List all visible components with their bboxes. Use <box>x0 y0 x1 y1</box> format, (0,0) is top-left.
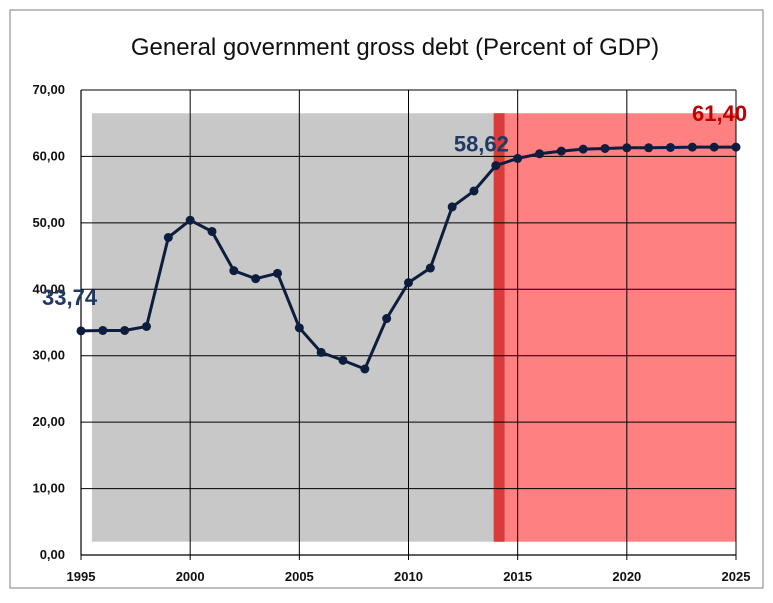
data-point <box>98 325 108 335</box>
data-point <box>556 146 566 156</box>
data-point <box>687 142 697 152</box>
y-tick-label: 0,00 <box>40 547 65 562</box>
data-point <box>644 143 654 153</box>
data-point <box>382 314 392 324</box>
projection-divider <box>493 113 505 542</box>
data-point <box>425 263 435 273</box>
data-point <box>469 186 479 196</box>
y-tick-label: 70,00 <box>32 82 65 97</box>
data-point <box>163 232 173 242</box>
data-point <box>535 149 544 159</box>
annotations: 33,74 58,62 61,40 <box>42 101 747 310</box>
axes: 0,00 10,00 20,00 30,00 40,00 50,00 60,00 70,00 1… <box>32 82 750 584</box>
x-tick-label: 1995 <box>67 569 96 584</box>
data-point <box>251 274 261 284</box>
y-tick-label: 60,00 <box>32 148 65 163</box>
data-point <box>513 153 523 163</box>
data-point <box>294 323 304 333</box>
x-tick-label: 2000 <box>176 569 205 584</box>
data-point <box>600 143 610 153</box>
data-point <box>316 347 326 357</box>
chart-title: General government gross debt (Percent o… <box>131 34 659 61</box>
data-point <box>731 142 741 152</box>
data-point <box>229 266 239 276</box>
data-points <box>76 142 741 374</box>
data-point <box>76 326 86 336</box>
data-point <box>185 215 195 225</box>
y-tick-label: 40,00 <box>32 281 65 296</box>
x-tick-label: 2005 <box>285 569 314 584</box>
x-tick-label: 2020 <box>612 569 641 584</box>
data-point <box>491 161 501 171</box>
y-tick-label: 20,00 <box>32 414 65 429</box>
projection-region <box>495 113 736 542</box>
x-tick-label: 2025 <box>722 569 751 584</box>
y-tick-label: 50,00 <box>32 215 65 230</box>
data-point <box>273 268 282 278</box>
data-point <box>622 143 632 153</box>
y-tick-label: 10,00 <box>32 481 65 496</box>
data-point <box>666 142 675 152</box>
y-tick-label: 30,00 <box>32 348 65 363</box>
data-point <box>120 325 130 335</box>
shaded-regions <box>91 113 736 542</box>
data-point <box>207 226 217 236</box>
x-tick-label: 2010 <box>394 569 423 584</box>
grid <box>81 89 737 555</box>
data-point <box>709 142 719 152</box>
data-point <box>360 364 370 374</box>
data-label: 58,62 <box>454 132 509 157</box>
data-point <box>142 321 151 331</box>
x-tick-label: 2015 <box>503 569 532 584</box>
data-point <box>338 355 348 365</box>
data-point <box>404 278 413 288</box>
data-label: 33,74 <box>42 285 98 310</box>
data-point <box>578 144 588 154</box>
historical-region <box>91 113 496 542</box>
data-point <box>447 202 457 212</box>
data-label: 61,40 <box>692 101 747 126</box>
